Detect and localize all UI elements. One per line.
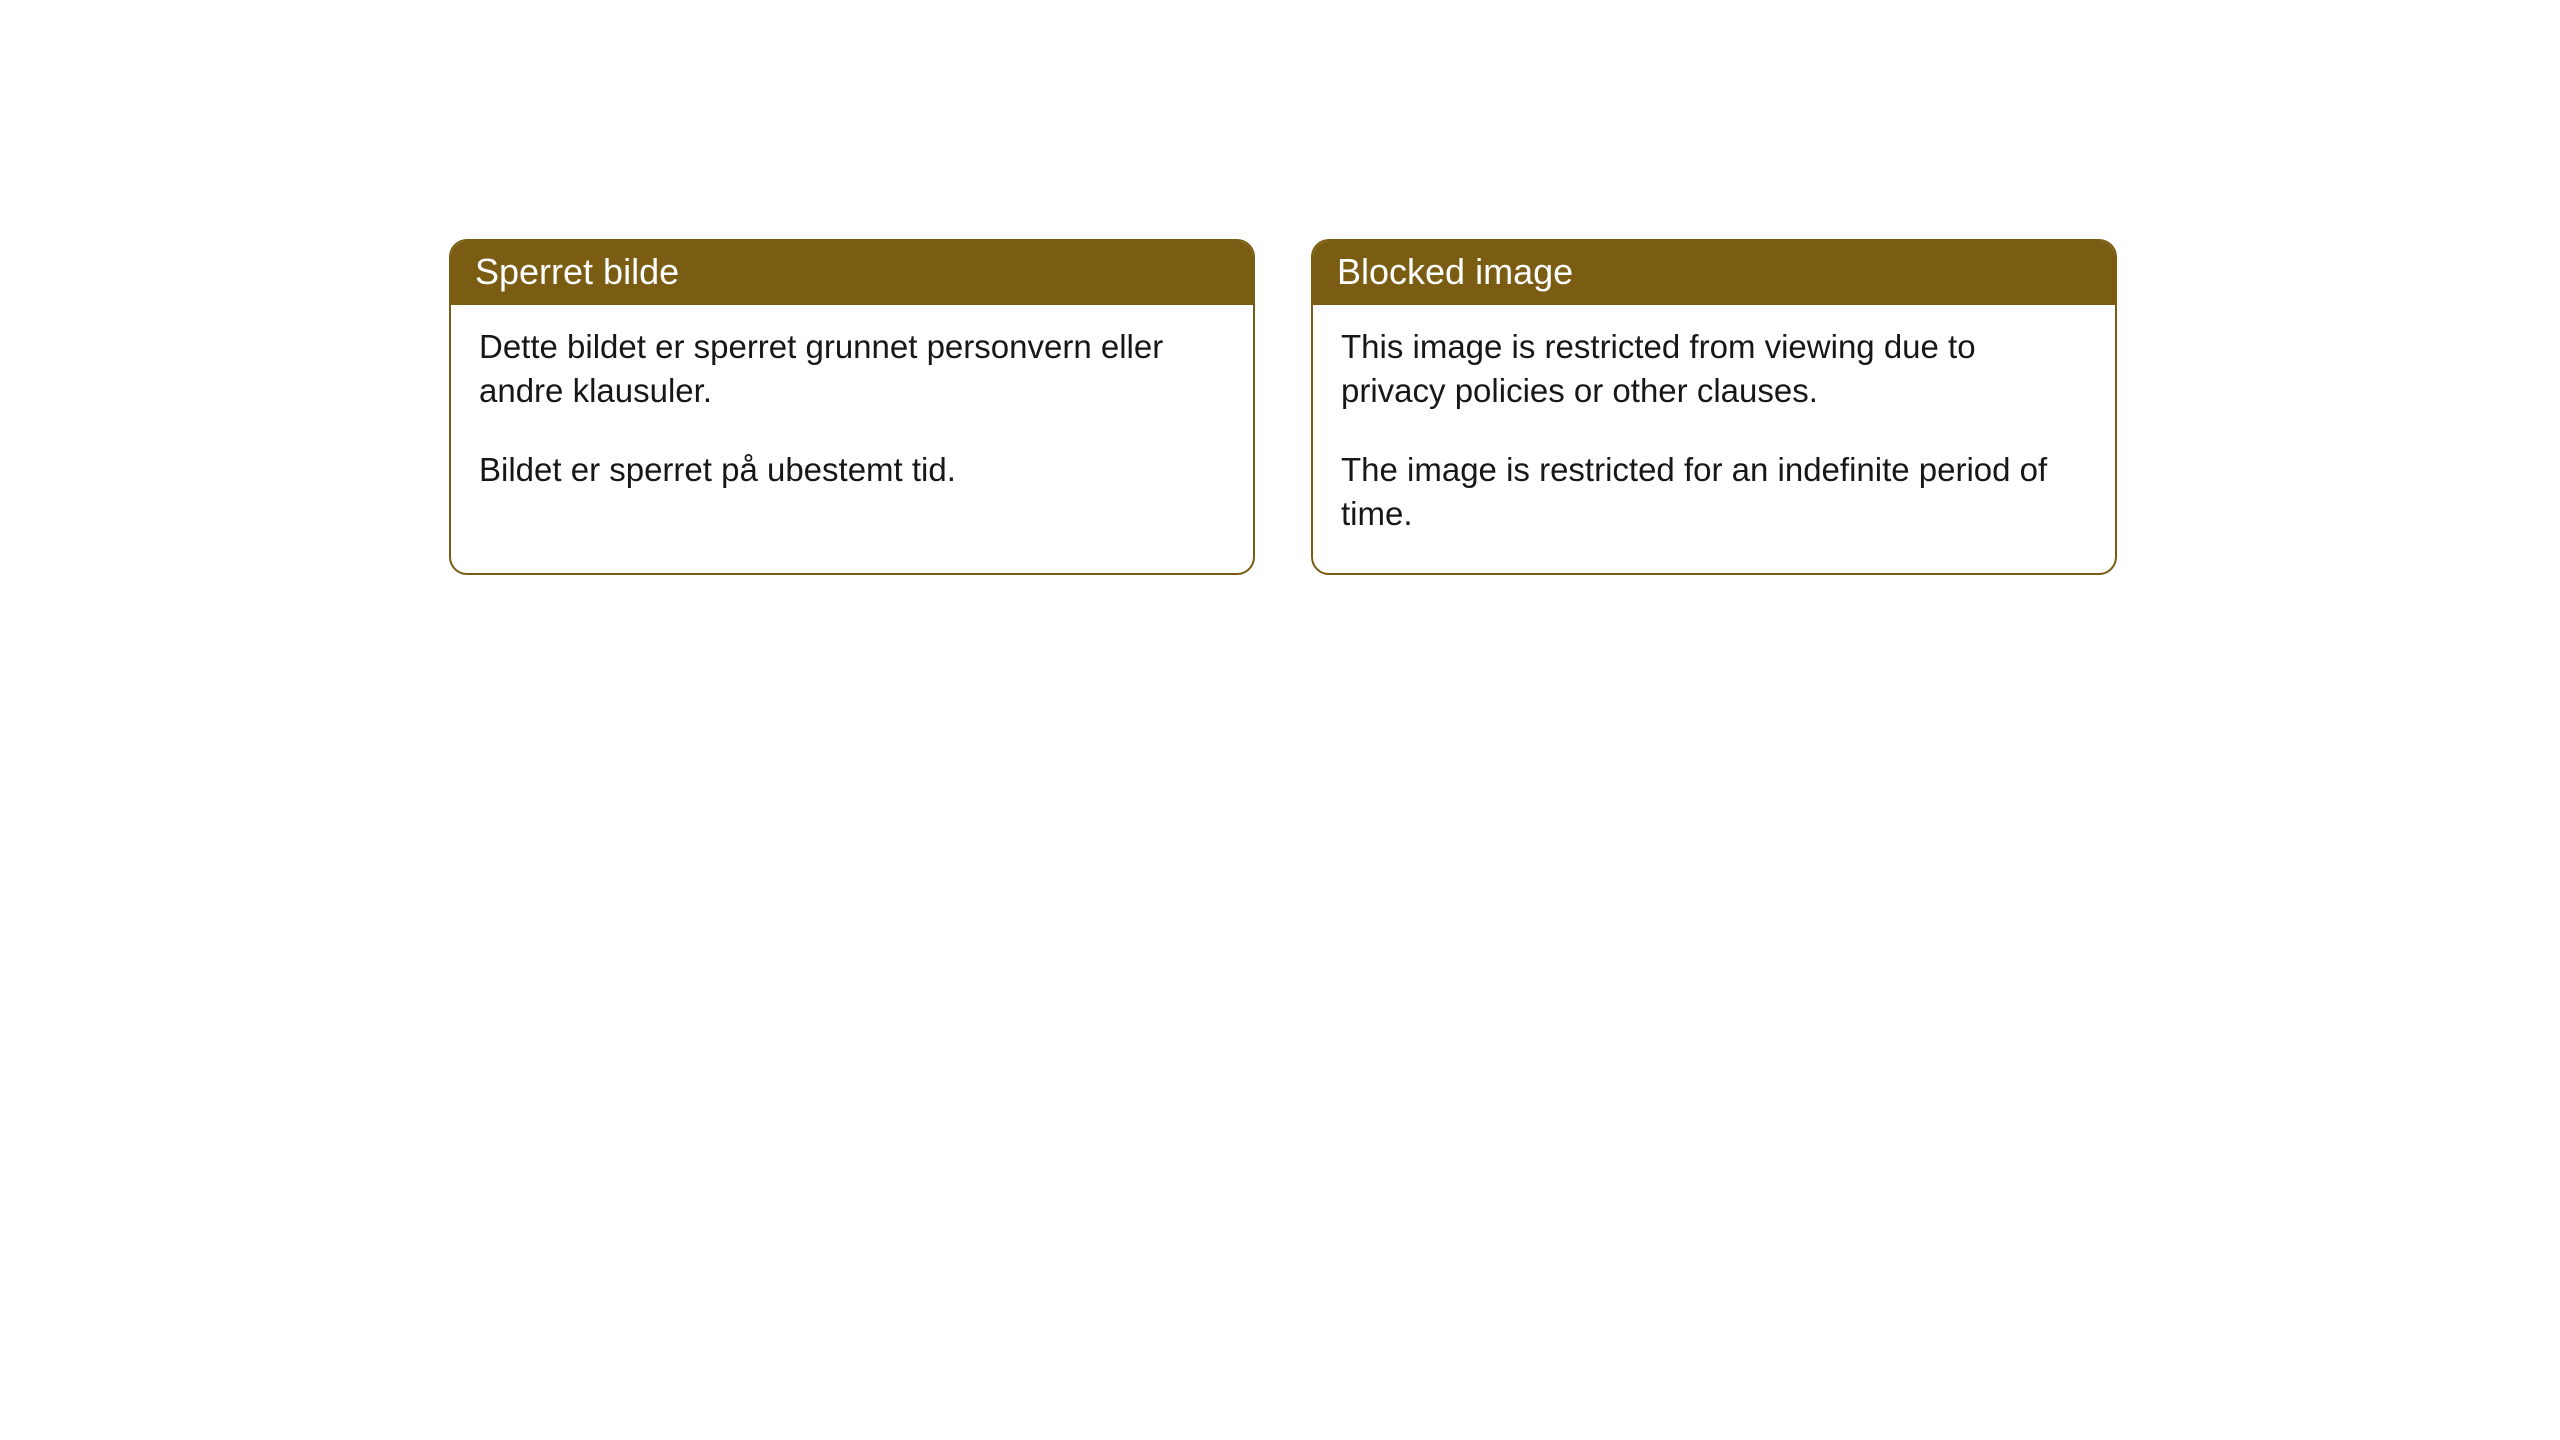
notice-card-paragraph: The image is restricted for an indefinit… [1341,448,2087,535]
notice-card-paragraph: This image is restricted from viewing du… [1341,325,2087,412]
notice-card-norwegian: Sperret bilde Dette bildet er sperret gr… [449,239,1255,575]
notice-card-paragraph: Bildet er sperret på ubestemt tid. [479,448,1225,492]
notice-card-body: This image is restricted from viewing du… [1313,305,2115,573]
notice-card-body: Dette bildet er sperret grunnet personve… [451,305,1253,530]
notice-card-english: Blocked image This image is restricted f… [1311,239,2117,575]
notice-cards-container: Sperret bilde Dette bildet er sperret gr… [449,239,2117,575]
notice-card-title: Blocked image [1313,241,2115,305]
notice-card-title: Sperret bilde [451,241,1253,305]
notice-card-paragraph: Dette bildet er sperret grunnet personve… [479,325,1225,412]
